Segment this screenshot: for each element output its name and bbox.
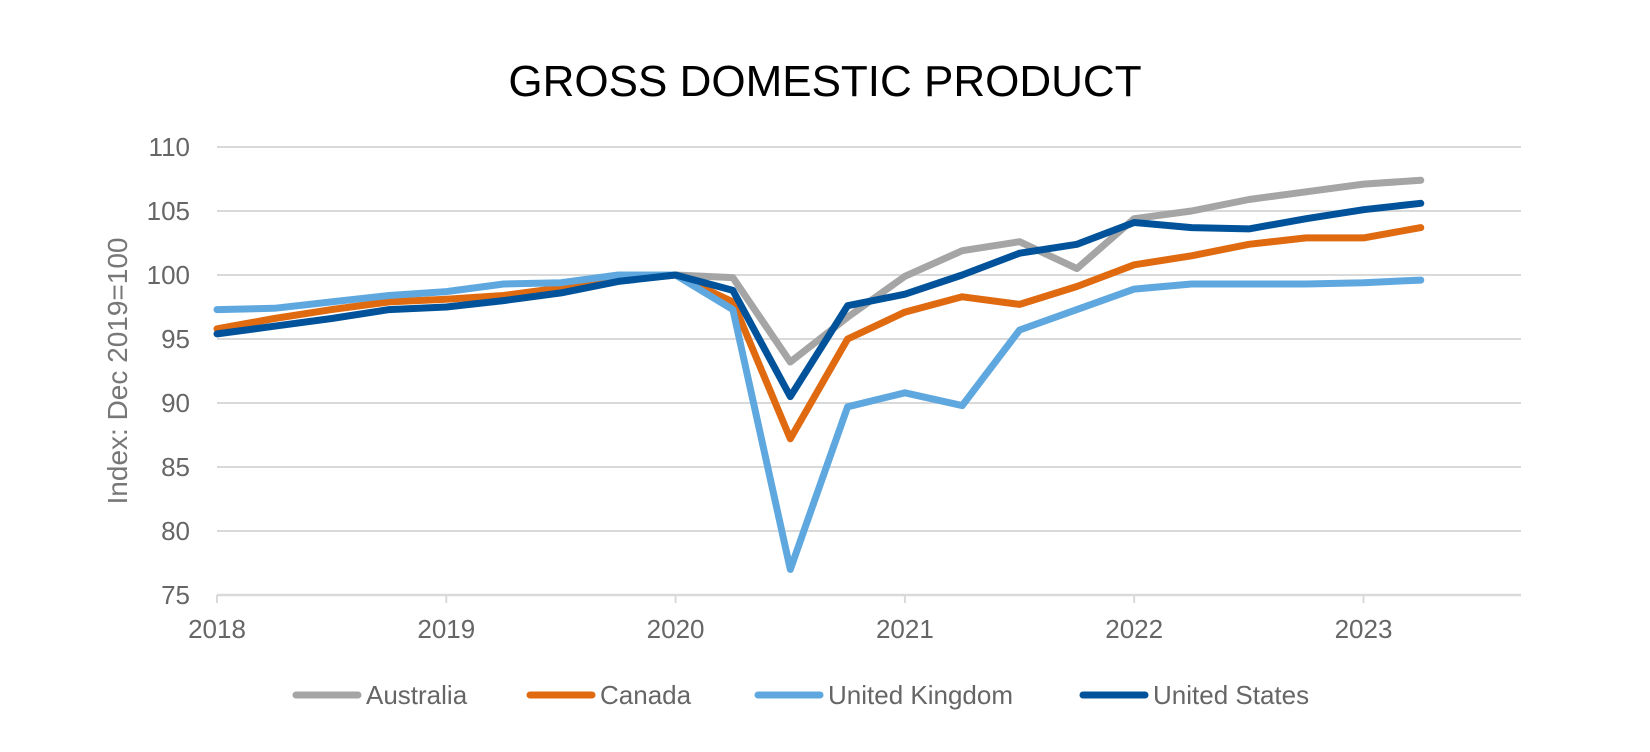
y-tick-label: 80 xyxy=(161,516,190,546)
y-tick-label: 95 xyxy=(161,324,190,354)
y-tick-label: 90 xyxy=(161,388,190,418)
series-line-united-states xyxy=(213,199,1425,401)
series-line-australia xyxy=(672,176,1425,366)
x-tick-label: 2020 xyxy=(647,614,705,644)
y-tick-label: 105 xyxy=(147,196,190,226)
legend-item-united-kingdom: United Kingdom xyxy=(754,680,1013,710)
legend-item-canada: Canada xyxy=(526,680,692,710)
legend-label: United Kingdom xyxy=(828,680,1013,710)
legend-item-united-states: United States xyxy=(1079,680,1309,710)
series-line-canada xyxy=(213,224,1425,443)
x-tick-label: 2018 xyxy=(188,614,246,644)
legend-label: Australia xyxy=(366,680,468,710)
y-tick-label: 110 xyxy=(149,132,190,162)
series-line-united-kingdom xyxy=(213,271,1425,573)
y-tick-label: 75 xyxy=(161,580,190,610)
legend-label: Canada xyxy=(600,680,692,710)
y-axis-label: Index: Dec 2019=100 xyxy=(102,238,133,505)
legend-item-australia: Australia xyxy=(292,680,468,710)
x-tick-label: 2022 xyxy=(1105,614,1163,644)
chart-title: GROSS DOMESTIC PRODUCT xyxy=(508,57,1141,106)
series-lines xyxy=(213,176,1425,573)
x-tick-label: 2021 xyxy=(876,614,934,644)
y-tick-label: 100 xyxy=(147,260,190,290)
x-axis: 2018 2019 2020 2021 2022 2023 xyxy=(188,593,1521,644)
y-axis-ticks: 110 105 100 95 90 85 80 75 xyxy=(147,132,190,610)
x-tick-label: 2023 xyxy=(1335,614,1393,644)
legend: Australia Canada United Kingdom United Stat… xyxy=(292,680,1309,710)
x-tick-label: 2019 xyxy=(417,614,475,644)
legend-label: United States xyxy=(1153,680,1309,710)
y-tick-label: 85 xyxy=(161,452,190,482)
